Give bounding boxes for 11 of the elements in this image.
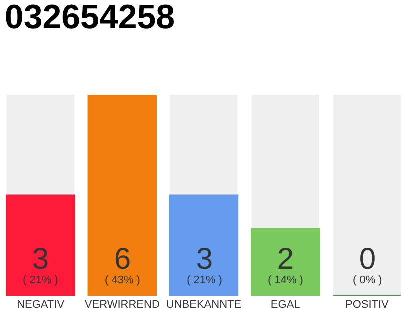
x-tick-label: VERWIRREND — [84, 299, 160, 311]
x-tick-label: EGAL — [270, 299, 300, 311]
data-label: 3 ( 21% ) — [23, 243, 58, 286]
data-label: 3 ( 21% ) — [187, 243, 222, 286]
data-label: 0 ( 0% ) — [353, 243, 382, 286]
chart-title: 032654258 — [4, 0, 176, 37]
data-label: 6 ( 43% ) — [105, 243, 140, 286]
x-tick-label: POSITIV — [345, 299, 390, 311]
data-label: 2 ( 14% ) — [268, 243, 304, 286]
x-tick-label: UNBEKANNTE — [166, 299, 242, 311]
x-tick-label: NEGATIV — [17, 299, 66, 311]
